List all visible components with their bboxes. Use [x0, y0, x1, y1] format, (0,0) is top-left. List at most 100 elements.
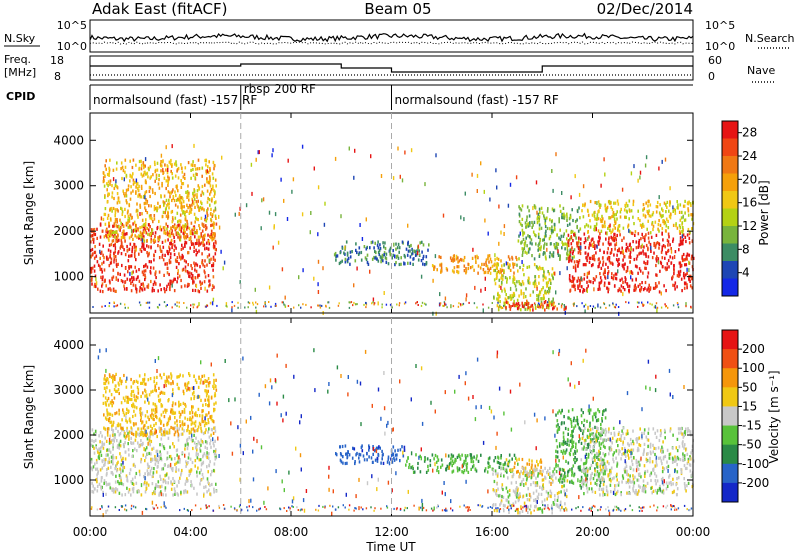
heatmap-cell	[141, 212, 143, 216]
heatmap-cell	[458, 302, 460, 305]
heatmap-cell	[211, 264, 213, 268]
heatmap-cell	[199, 423, 202, 427]
heatmap-cell	[609, 261, 612, 265]
heatmap-cell	[339, 445, 341, 449]
heatmap-cell	[520, 470, 522, 474]
heatmap-cell	[181, 468, 183, 473]
heatmap-cell	[169, 233, 172, 237]
heatmap-cell	[608, 304, 611, 307]
heatmap-cell	[147, 378, 150, 382]
heatmap-cell	[480, 288, 482, 293]
heatmap-cell	[609, 223, 611, 228]
heatmap-cell	[507, 255, 510, 259]
heatmap-cell	[637, 305, 639, 308]
heatmap-cell	[534, 464, 537, 468]
heatmap-cell	[565, 305, 567, 309]
heatmap-cell	[536, 217, 539, 221]
heatmap-cell	[545, 490, 548, 494]
heatmap-cell	[614, 201, 617, 205]
heatmap-cell	[118, 441, 121, 445]
heatmap-cell	[145, 231, 148, 235]
heatmap-cell	[623, 288, 626, 292]
heatmap-cell	[580, 245, 582, 250]
heatmap-cell	[118, 408, 120, 412]
heatmap-cell	[148, 435, 150, 439]
heatmap-cell	[549, 494, 552, 498]
heatmap-cell	[547, 491, 550, 495]
heatmap-cell	[105, 483, 108, 487]
heatmap-cell	[664, 256, 666, 260]
heatmap-cell	[144, 390, 147, 394]
heatmap-cell	[391, 306, 393, 309]
heatmap-cell	[561, 476, 564, 480]
heatmap-cell	[109, 231, 112, 235]
heatmap-cell	[173, 427, 175, 431]
heatmap-cell	[139, 413, 142, 417]
heatmap-cell	[510, 305, 512, 309]
heatmap-cell	[150, 214, 152, 218]
heatmap-cell	[359, 223, 361, 227]
heatmap-cell	[499, 268, 502, 272]
heatmap-cell	[605, 237, 607, 241]
heatmap-cell	[507, 495, 510, 499]
heatmap-cell	[189, 410, 191, 415]
heatmap-cell	[508, 503, 511, 507]
heatmap-cell	[112, 206, 115, 211]
heatmap-cell	[123, 192, 125, 196]
heatmap-cell	[446, 464, 449, 468]
heatmap-cell	[144, 373, 146, 377]
heatmap-cell	[571, 257, 574, 261]
heatmap-cell	[627, 245, 629, 250]
heatmap-cell	[100, 487, 103, 491]
heatmap-cell	[199, 282, 202, 287]
heatmap-cell	[614, 276, 617, 280]
heatmap-cell	[647, 271, 650, 275]
heatmap-cell	[549, 301, 552, 305]
heatmap-cell	[679, 265, 682, 269]
heatmap-cell	[182, 175, 185, 179]
heatmap-cell	[173, 487, 176, 491]
heatmap-cell	[570, 235, 572, 239]
heatmap-cell	[549, 218, 551, 222]
heatmap-cell	[384, 246, 387, 251]
heatmap-cell	[168, 206, 170, 210]
heatmap-cell	[369, 246, 371, 250]
heatmap-cell	[547, 207, 549, 211]
heatmap-cell	[427, 468, 430, 472]
heatmap-cell	[186, 219, 188, 223]
heatmap-cell	[587, 284, 589, 288]
heatmap-cell	[584, 245, 587, 250]
heatmap-cell	[167, 190, 170, 194]
heatmap-cell	[683, 218, 686, 222]
heatmap-cell	[180, 185, 183, 189]
heatmap-cell	[111, 404, 113, 408]
heatmap-cell	[167, 179, 169, 183]
heatmap-cell	[581, 209, 583, 213]
heatmap-cell	[172, 442, 174, 446]
heatmap-cell	[644, 214, 646, 219]
heatmap-cell	[650, 214, 652, 218]
heatmap-cell	[146, 226, 149, 231]
heatmap-cell	[561, 216, 563, 220]
heatmap-cell	[132, 270, 134, 274]
heatmap-cell	[529, 308, 531, 312]
heatmap-cell	[135, 430, 137, 434]
heatmap-cell	[393, 456, 395, 460]
heatmap-cell	[96, 260, 99, 264]
heatmap-cell	[577, 264, 579, 268]
heatmap-cell	[103, 442, 106, 446]
heatmap-cell	[465, 267, 467, 271]
heatmap-cell	[644, 163, 647, 168]
heatmap-cell	[110, 257, 113, 261]
heatmap-cell	[558, 302, 560, 305]
heatmap-cell	[144, 459, 146, 463]
heatmap-cell	[183, 233, 185, 237]
freq-panel	[89, 55, 694, 81]
heatmap-cell	[150, 279, 152, 284]
heatmap-cell	[547, 270, 549, 274]
heatmap-cell	[500, 456, 502, 460]
heatmap-cell	[212, 264, 215, 268]
heatmap-cell	[135, 395, 138, 399]
heatmap-cell	[548, 237, 551, 241]
heatmap-cell	[131, 431, 133, 435]
